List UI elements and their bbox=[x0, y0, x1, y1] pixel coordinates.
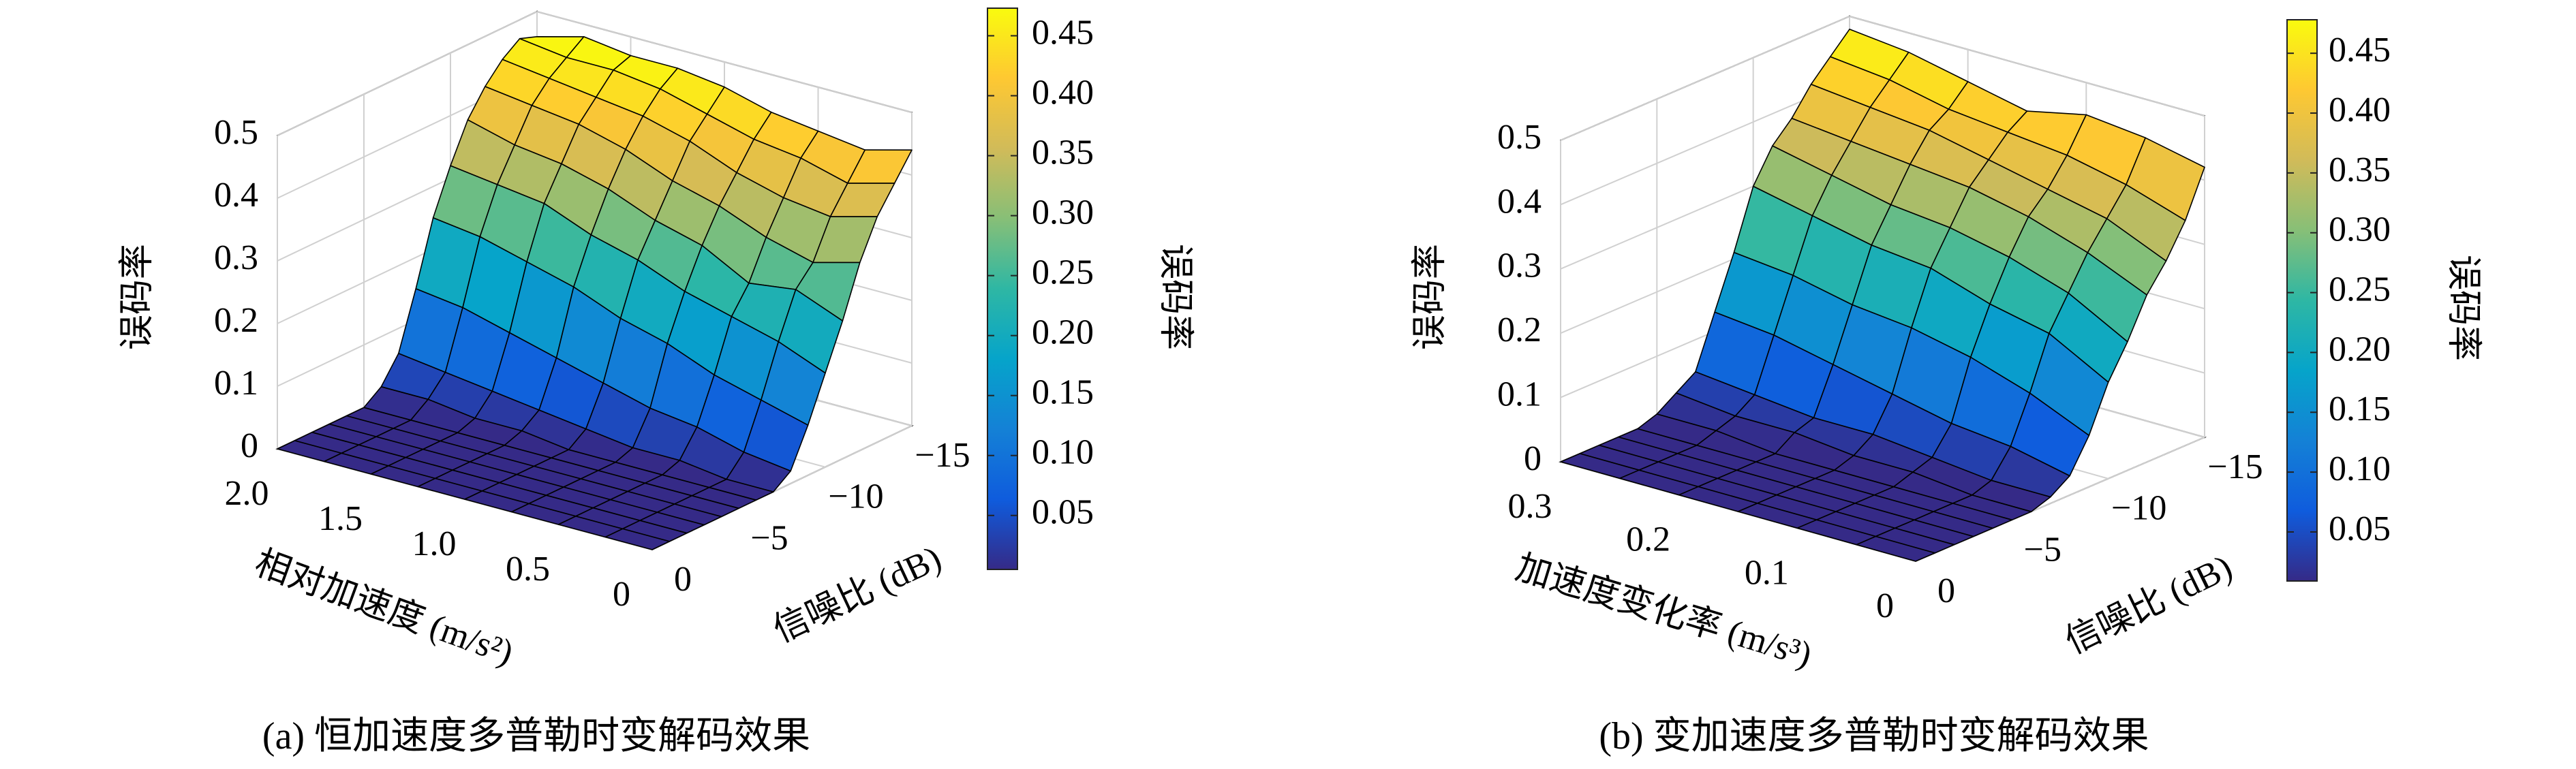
colorbar-tick-label: 0.25 bbox=[1032, 253, 1094, 292]
surface-cell bbox=[1856, 535, 1936, 562]
z-tick-label: 0 bbox=[1524, 439, 1542, 478]
z-tick-label: 0.4 bbox=[214, 176, 258, 215]
y-tick-label: 0.3 bbox=[1508, 487, 1552, 526]
colorbar-label: 误码率 bbox=[2444, 255, 2483, 361]
colorbar-tick-label: 0.30 bbox=[2329, 210, 2391, 249]
y-tick-label: 1.0 bbox=[412, 524, 457, 563]
colorbar-tick-label: 0.15 bbox=[2329, 390, 2391, 428]
y-tick-label: 2.0 bbox=[225, 474, 269, 513]
y-tick-label: 0.2 bbox=[1626, 520, 1670, 559]
x-tick-label: 0 bbox=[674, 560, 692, 599]
x-tick-label: −5 bbox=[2024, 530, 2061, 569]
x-tick-label: −15 bbox=[915, 436, 970, 475]
x-tick-label: −10 bbox=[828, 477, 883, 516]
colorbar-label: 误码率 bbox=[1156, 244, 1195, 350]
colorbar-tick-label: 0.10 bbox=[1032, 433, 1094, 472]
colorbar-tick-label: 0.10 bbox=[2329, 450, 2391, 488]
z-tick-label: 0.1 bbox=[214, 364, 258, 403]
colorbar-tick-label: 0.40 bbox=[2329, 91, 2391, 129]
y-tick-label: 1.5 bbox=[318, 499, 363, 538]
colorbar-tick-label: 0.05 bbox=[1032, 493, 1094, 532]
z-tick-label: 0.2 bbox=[214, 301, 258, 340]
y-tick-label: 0 bbox=[613, 575, 630, 614]
colorbar-tick-label: 0.35 bbox=[1032, 134, 1094, 172]
surface-cell bbox=[604, 528, 671, 550]
y-tick-label: 0 bbox=[1876, 586, 1894, 625]
z-tick-label: 0.2 bbox=[1497, 311, 1542, 349]
colorbar-tick-label: 0.40 bbox=[1032, 73, 1094, 112]
x-tick-label: 0 bbox=[1937, 571, 1955, 610]
x-tick-label: −10 bbox=[2111, 489, 2166, 528]
colorbar-tick-label: 0.20 bbox=[2329, 330, 2391, 368]
grid-line bbox=[1849, 16, 2205, 116]
x-axis-label: 信噪比 (dB) bbox=[767, 539, 947, 650]
z-tick-label: 0.5 bbox=[1497, 118, 1542, 157]
colorbar-tick-label: 0.45 bbox=[2329, 31, 2391, 69]
z-tick-label: 0 bbox=[241, 426, 258, 465]
colorbar-tick-label: 0.25 bbox=[2329, 270, 2391, 309]
colorbar bbox=[987, 7, 1018, 570]
y-axis-label: 相对加速度 (m/s²) bbox=[250, 544, 519, 673]
colorbar-tick-label: 0.15 bbox=[1032, 373, 1094, 412]
grid-line bbox=[277, 11, 538, 136]
colorbar-tick-label: 0.05 bbox=[2329, 509, 2391, 548]
colorbar-tick-label: 0.35 bbox=[2329, 151, 2391, 189]
z-tick-label: 0.3 bbox=[214, 238, 258, 277]
colorbar-tick-label: 0.45 bbox=[1032, 13, 1094, 52]
z-axis-label: 误码率 bbox=[1411, 244, 1450, 350]
z-tick-label: 0.1 bbox=[1497, 375, 1542, 414]
x-tick-label: −5 bbox=[750, 518, 788, 557]
z-axis-label: 误码率 bbox=[118, 244, 157, 350]
x-axis-label: 信噪比 (dB) bbox=[2059, 548, 2239, 661]
colorbar-tick-label: 0.20 bbox=[1032, 313, 1094, 352]
caption: (a) 恒加速度多普勒时变解码效果 bbox=[262, 715, 810, 757]
colorbar bbox=[2286, 19, 2318, 582]
z-tick-label: 0.5 bbox=[214, 113, 258, 152]
x-tick-label: −15 bbox=[2207, 448, 2263, 486]
y-tick-label: 0.1 bbox=[1745, 553, 1789, 592]
colorbar-tick-label: 0.30 bbox=[1032, 193, 1094, 232]
caption: (b) 变加速度多普勒时变解码效果 bbox=[1599, 715, 2149, 757]
z-tick-label: 0.4 bbox=[1497, 182, 1542, 221]
y-tick-label: 0.5 bbox=[506, 550, 550, 588]
z-tick-label: 0.3 bbox=[1497, 247, 1542, 285]
grid-line bbox=[1560, 16, 1850, 141]
